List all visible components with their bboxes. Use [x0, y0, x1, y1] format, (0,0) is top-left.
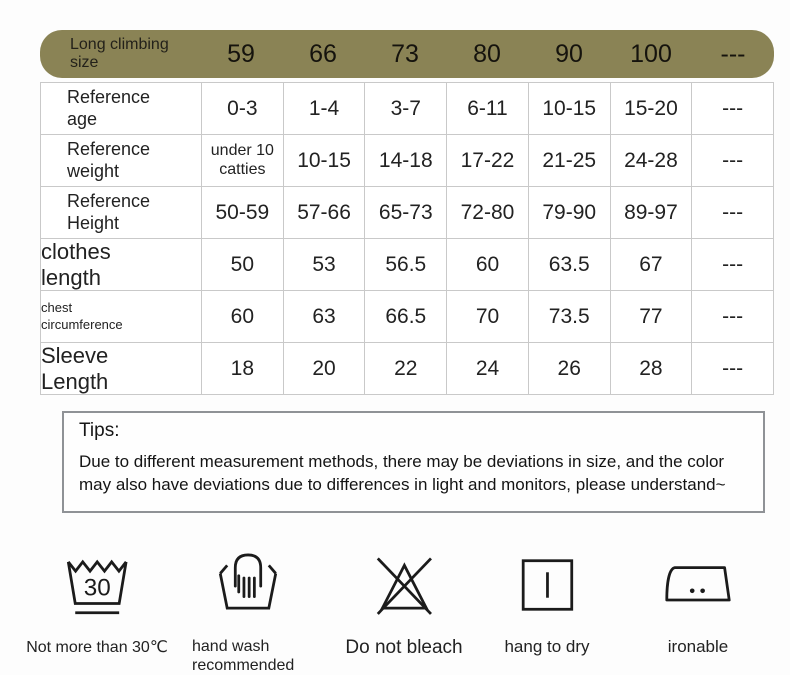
size-col: 100 [630, 39, 672, 68]
table-cell: 1-4 [283, 83, 365, 134]
table-cell: 56.5 [365, 239, 447, 290]
table-cell: 60 [447, 239, 528, 290]
size-table: Long climbing size 59 66 73 80 90 100 --… [40, 30, 774, 395]
hand-wash-icon [211, 548, 285, 622]
iron-icon [661, 548, 735, 622]
table-cell: 26 [528, 343, 610, 394]
svg-text:30: 30 [84, 574, 111, 601]
table-cell: 6-11 [447, 83, 528, 134]
hang-dry-icon [510, 548, 584, 622]
table-cell: 28 [610, 343, 692, 394]
table-cell: 17-22 [447, 135, 528, 186]
table-cell: 70 [447, 291, 528, 342]
table-cell: 57-66 [283, 187, 365, 238]
tips-box: Tips: Due to different measurement metho… [62, 411, 765, 513]
table-cell: 14-18 [365, 135, 447, 186]
row-label-clothes-length: clothes length [41, 239, 201, 290]
care-item-ironable: ironable [661, 548, 735, 657]
table-cell: 20 [283, 343, 365, 394]
table-cell: 15-20 [610, 83, 692, 134]
care-item-hang-dry: hang to dry [504, 548, 590, 657]
care-label: hand wash recommended [192, 638, 295, 675]
table-cell: 67 [610, 239, 692, 290]
row-label-reference-weight: Reference weight [41, 135, 201, 186]
table-cell: 50-59 [202, 187, 283, 238]
table-cell: 72-80 [447, 187, 528, 238]
table-cell: --- [692, 343, 773, 394]
tips-title: Tips: [79, 420, 120, 441]
size-col: 80 [473, 39, 501, 68]
tips-body-text: Due to different measurement methods, th… [79, 452, 726, 494]
table-cell: --- [692, 291, 773, 342]
care-item-wash-30: 30 Not more than 30℃ [26, 548, 168, 657]
table-cell: 50 [202, 239, 283, 290]
table-cell: 10-15 [528, 83, 610, 134]
table-cell: --- [692, 239, 773, 290]
table-cell: 18 [202, 343, 283, 394]
table-cell: under 10 catties [202, 135, 283, 186]
care-symbols-row: 30 Not more than 30℃ hand wash recommend… [0, 548, 790, 675]
table-cell: 66.5 [365, 291, 447, 342]
table-cell: 79-90 [528, 187, 610, 238]
table-cell: 73.5 [528, 291, 610, 342]
table-cell: --- [692, 83, 773, 134]
care-item-do-not-bleach: Do not bleach [345, 548, 463, 659]
table-cell: 24 [447, 343, 528, 394]
row-label-reference-age: Reference age [41, 83, 201, 134]
table-cell: 10-15 [283, 135, 365, 186]
care-label: Do not bleach [345, 637, 463, 658]
table-cell: 3-7 [365, 83, 447, 134]
do-not-bleach-icon [367, 548, 441, 622]
size-col: 73 [391, 39, 419, 68]
table-cell: --- [692, 187, 773, 238]
size-col: 90 [555, 39, 583, 68]
table-cell: 77 [610, 291, 692, 342]
table-cell: 22 [365, 343, 447, 394]
table-cell: 65-73 [365, 187, 447, 238]
size-col: --- [720, 39, 746, 68]
care-label: hang to dry [504, 637, 590, 656]
size-col: 59 [227, 39, 255, 68]
table-cell: 89-97 [610, 187, 692, 238]
size-col: 66 [309, 39, 337, 68]
row-label-chest-circumference: chest circumference [41, 291, 201, 342]
table-cell: 60 [202, 291, 283, 342]
care-item-hand-wash: hand wash recommended [192, 548, 304, 675]
care-label: Not more than 30℃ [26, 639, 168, 656]
table-cell: 53 [283, 239, 365, 290]
table-cell: 63 [283, 291, 365, 342]
care-label: ironable [667, 637, 729, 656]
table-cell: 63.5 [528, 239, 610, 290]
table-cell: --- [692, 135, 773, 186]
wash-30-icon: 30 [60, 548, 134, 622]
table-cell: 21-25 [528, 135, 610, 186]
table-cell: 24-28 [610, 135, 692, 186]
size-table-header: Long climbing size 59 66 73 80 90 100 --… [40, 30, 774, 78]
row-label-sleeve-length: Sleeve Length [41, 343, 201, 394]
row-label-reference-height: Reference Height [41, 187, 201, 238]
size-table-body: Reference age 0-3 1-4 3-7 6-11 10-15 15-… [40, 82, 774, 395]
table-cell: 0-3 [202, 83, 283, 134]
size-header-label: Long climbing size [70, 36, 169, 71]
